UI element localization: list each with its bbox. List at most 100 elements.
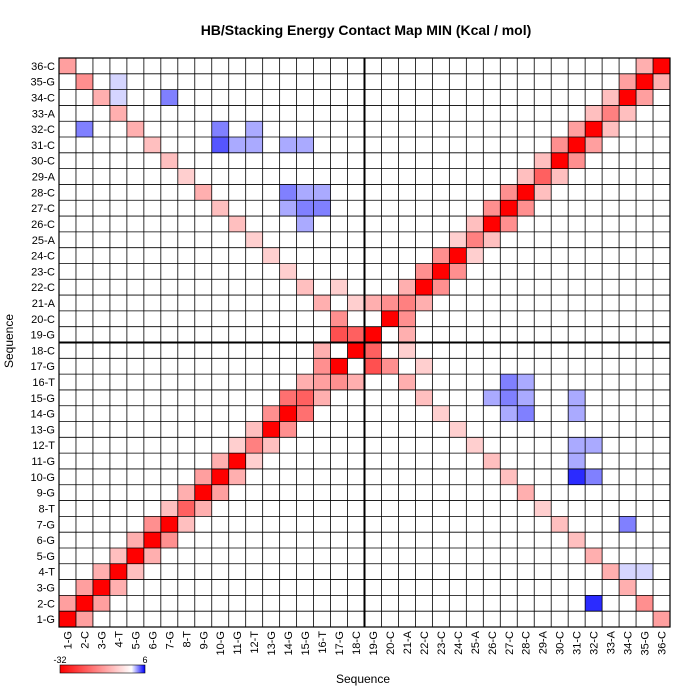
y-tick-label: 23-C bbox=[31, 266, 55, 278]
heatmap-cell bbox=[75, 121, 93, 138]
heatmap-cell bbox=[500, 200, 518, 217]
y-tick-label: 25-A bbox=[32, 235, 56, 247]
heatmap-cell bbox=[347, 295, 365, 311]
heatmap-cell bbox=[449, 231, 467, 248]
heatmap-cell bbox=[364, 326, 382, 343]
heatmap-cell bbox=[568, 405, 586, 422]
heatmap-cell bbox=[653, 73, 670, 90]
y-tick-label: 2-C bbox=[37, 598, 55, 610]
y-axis-title: Sequence bbox=[2, 314, 16, 368]
heatmap-cell bbox=[245, 453, 263, 469]
heatmap-cell bbox=[619, 563, 637, 580]
x-tick-label: 2-C bbox=[79, 631, 91, 649]
heatmap-cell bbox=[500, 184, 518, 201]
x-tick-label: 22-C bbox=[419, 631, 431, 655]
heatmap-cell bbox=[398, 279, 416, 296]
heatmap-cell bbox=[177, 500, 195, 517]
colorbar-max-label: 6 bbox=[142, 655, 147, 665]
heatmap-cell bbox=[500, 468, 518, 485]
x-tick-label: 4-T bbox=[113, 631, 125, 648]
heatmap-cell bbox=[466, 247, 484, 264]
x-tick-label: 7-G bbox=[164, 631, 176, 649]
heatmap-cell bbox=[245, 137, 263, 153]
heatmap-cell bbox=[602, 89, 620, 106]
heatmap-cell bbox=[126, 563, 144, 580]
heatmap-cell bbox=[449, 247, 467, 264]
heatmap-cell bbox=[636, 58, 654, 74]
heatmap-cell bbox=[177, 516, 195, 533]
y-tick-label: 9-G bbox=[37, 488, 55, 500]
heatmap-cell bbox=[381, 358, 399, 375]
heatmap-cell bbox=[279, 137, 297, 153]
heatmap-cell bbox=[585, 437, 603, 454]
heatmap-cell bbox=[194, 500, 212, 517]
x-tick-label: 35-G bbox=[640, 631, 652, 655]
heatmap-cell bbox=[568, 121, 586, 138]
heatmap-cell bbox=[432, 247, 450, 264]
y-tick-label: 10-G bbox=[31, 472, 55, 484]
heatmap-cell bbox=[194, 184, 212, 201]
heatmap-cell bbox=[296, 374, 314, 390]
y-tick-label: 33-A bbox=[32, 108, 56, 120]
heatmap-cell bbox=[228, 453, 246, 469]
heatmap-cell bbox=[143, 516, 161, 533]
heatmap-cell bbox=[296, 279, 314, 296]
heatmap-cell bbox=[585, 105, 603, 122]
heatmap-cell bbox=[92, 595, 110, 612]
heatmap-cell bbox=[279, 405, 297, 422]
y-tick-label: 13-G bbox=[31, 424, 55, 436]
heatmap-cell bbox=[500, 405, 518, 422]
heatmap-cell bbox=[483, 216, 501, 232]
x-tick-label: 11-G bbox=[232, 631, 244, 655]
heatmap-cell bbox=[636, 595, 654, 612]
heatmap-cell bbox=[415, 358, 433, 375]
x-tick-label: 21-A bbox=[402, 630, 414, 654]
heatmap-cell bbox=[347, 342, 365, 359]
heatmap-cell bbox=[517, 405, 535, 422]
x-tick-label: 1-G bbox=[62, 631, 74, 649]
heatmap-cell bbox=[279, 389, 297, 406]
heatmap-cell bbox=[602, 563, 620, 580]
heatmap-cell bbox=[330, 279, 348, 296]
heatmap-cell bbox=[585, 547, 603, 564]
heatmap-cell bbox=[296, 200, 314, 217]
heatmap-cell bbox=[109, 105, 127, 122]
heatmap-cell bbox=[347, 326, 365, 343]
x-tick-label: 18-C bbox=[351, 631, 363, 655]
heatmap-cell bbox=[160, 516, 178, 533]
heatmap-cell bbox=[330, 374, 348, 390]
heatmap-cell bbox=[75, 611, 93, 627]
heatmap-cell bbox=[211, 468, 229, 485]
heatmap-cell bbox=[330, 358, 348, 375]
x-tick-label: 23-C bbox=[436, 631, 448, 655]
x-tick-label: 14-G bbox=[283, 631, 295, 655]
heatmap-cell bbox=[432, 279, 450, 296]
y-tick-label: 18-C bbox=[31, 345, 55, 357]
heatmap-cell bbox=[262, 247, 280, 264]
heatmap-cell bbox=[619, 516, 637, 533]
x-tick-label: 20-C bbox=[385, 631, 397, 655]
heatmap-cell bbox=[59, 58, 76, 74]
x-tick-label: 10-G bbox=[215, 631, 227, 655]
heatmap-cell bbox=[92, 89, 110, 106]
x-tick-label: 24-C bbox=[453, 631, 465, 655]
heatmap-cell bbox=[296, 216, 314, 232]
x-tick-label: 25-A bbox=[470, 630, 482, 654]
heatmap-cell bbox=[483, 200, 501, 217]
heatmap-cell bbox=[313, 342, 331, 359]
y-tick-labels: 1-G 2-C 3-G 4-T 5-G 6-G 7-G 8-T 9-G 10-G 11-G 12-T 1… bbox=[31, 61, 56, 626]
y-tick-label: 30-C bbox=[31, 156, 55, 168]
plot-frame bbox=[58, 57, 671, 628]
heatmap-cell bbox=[160, 532, 178, 548]
heatmap-cell bbox=[313, 184, 331, 201]
heatmap-cell bbox=[517, 374, 535, 390]
heatmap-cell bbox=[313, 358, 331, 375]
heatmap-cell bbox=[483, 389, 501, 406]
heatmap-cell bbox=[449, 421, 467, 438]
y-tick-label: 15-G bbox=[31, 393, 55, 405]
heatmap-cell bbox=[330, 310, 348, 327]
heatmap-cell bbox=[364, 295, 382, 311]
heatmap-cell bbox=[364, 358, 382, 375]
y-tick-label: 36-C bbox=[31, 61, 55, 73]
heatmap-cell bbox=[585, 121, 603, 138]
